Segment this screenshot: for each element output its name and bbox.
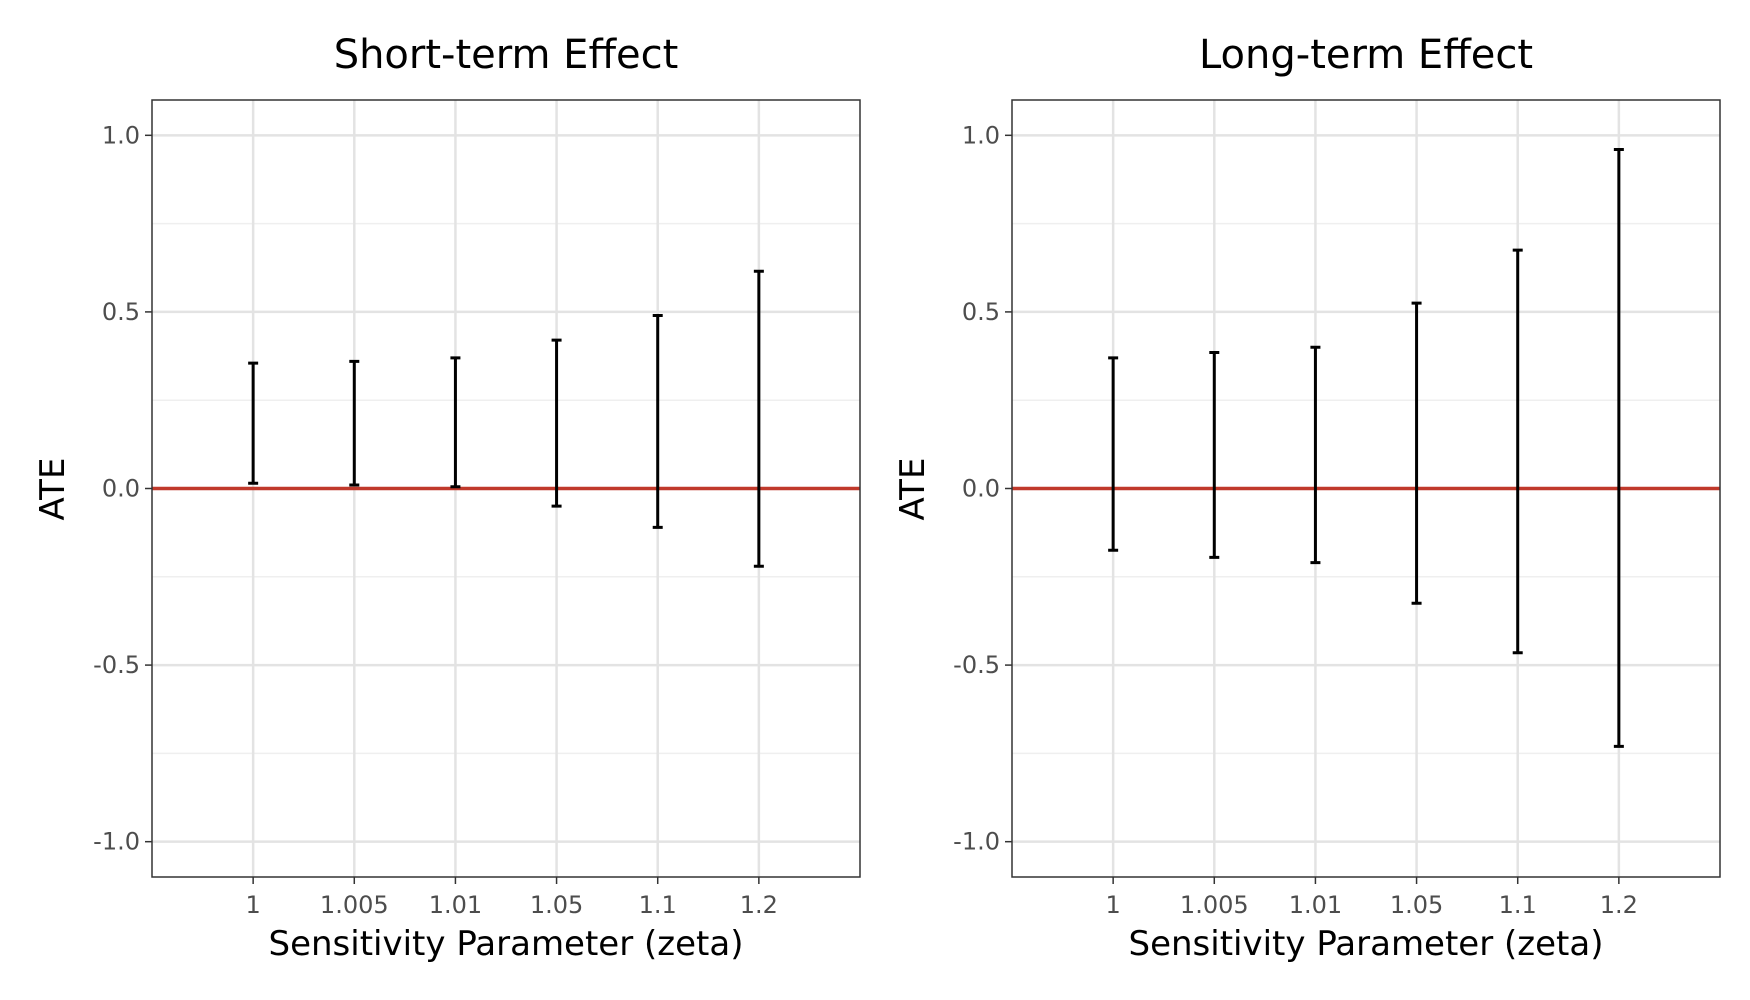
x-tick-label: 1.1 bbox=[639, 891, 677, 919]
y-tick-label: 0.0 bbox=[962, 475, 1000, 503]
y-tick-label: 1.0 bbox=[962, 121, 1000, 149]
x-tick-label: 1.2 bbox=[740, 891, 778, 919]
x-tick-label: 1.2 bbox=[1600, 891, 1638, 919]
y-axis-title: ATE bbox=[893, 458, 933, 521]
y-tick-label: 0.5 bbox=[102, 298, 140, 326]
x-tick-label: 1.005 bbox=[1180, 891, 1249, 919]
x-tick-label: 1.05 bbox=[530, 891, 583, 919]
y-tick-label: 0.0 bbox=[102, 475, 140, 503]
y-tick-label: -0.5 bbox=[953, 651, 1000, 679]
error-bar bbox=[1209, 351, 1220, 559]
y-tick-label: -0.5 bbox=[93, 651, 140, 679]
error-bars bbox=[248, 269, 764, 568]
y-tick-label: -1.0 bbox=[93, 828, 140, 856]
error-bar bbox=[551, 338, 562, 508]
error-bar bbox=[1512, 248, 1523, 655]
x-tick-label: 1.05 bbox=[1390, 891, 1443, 919]
x-tick-label: 1 bbox=[1106, 891, 1121, 919]
y-tick-label: -1.0 bbox=[953, 828, 1000, 856]
panel-title: Long-term Effect bbox=[1199, 32, 1533, 78]
x-axis-title: Sensitivity Parameter (zeta) bbox=[269, 924, 744, 964]
panel-title: Short-term Effect bbox=[334, 32, 679, 78]
x-tick-label: 1.005 bbox=[320, 891, 389, 919]
y-tick-label: 0.5 bbox=[962, 298, 1000, 326]
error-bar bbox=[1310, 345, 1321, 565]
error-bar bbox=[450, 356, 461, 489]
x-tick-label: 1.01 bbox=[429, 891, 482, 919]
error-bar bbox=[248, 361, 259, 485]
error-bar bbox=[349, 359, 360, 487]
error-bar bbox=[1108, 356, 1119, 552]
error-bar bbox=[1411, 301, 1422, 605]
x-tick-label: 1.1 bbox=[1499, 891, 1537, 919]
x-tick-label: 1 bbox=[246, 891, 261, 919]
long-term-panel: Long-term Effect ATE Sensitivity Paramet… bbox=[893, 32, 1721, 964]
error-bar bbox=[753, 269, 764, 568]
y-tick-label: 1.0 bbox=[102, 121, 140, 149]
x-tick-label: 1.01 bbox=[1289, 891, 1342, 919]
short-term-panel: Short-term Effect ATE Sensitivity Parame… bbox=[33, 32, 861, 964]
x-axis-title: Sensitivity Parameter (zeta) bbox=[1129, 924, 1604, 964]
error-bar bbox=[652, 313, 663, 529]
error-bars bbox=[1108, 147, 1624, 748]
y-axis-title: ATE bbox=[33, 458, 73, 521]
error-bar bbox=[1613, 147, 1624, 748]
